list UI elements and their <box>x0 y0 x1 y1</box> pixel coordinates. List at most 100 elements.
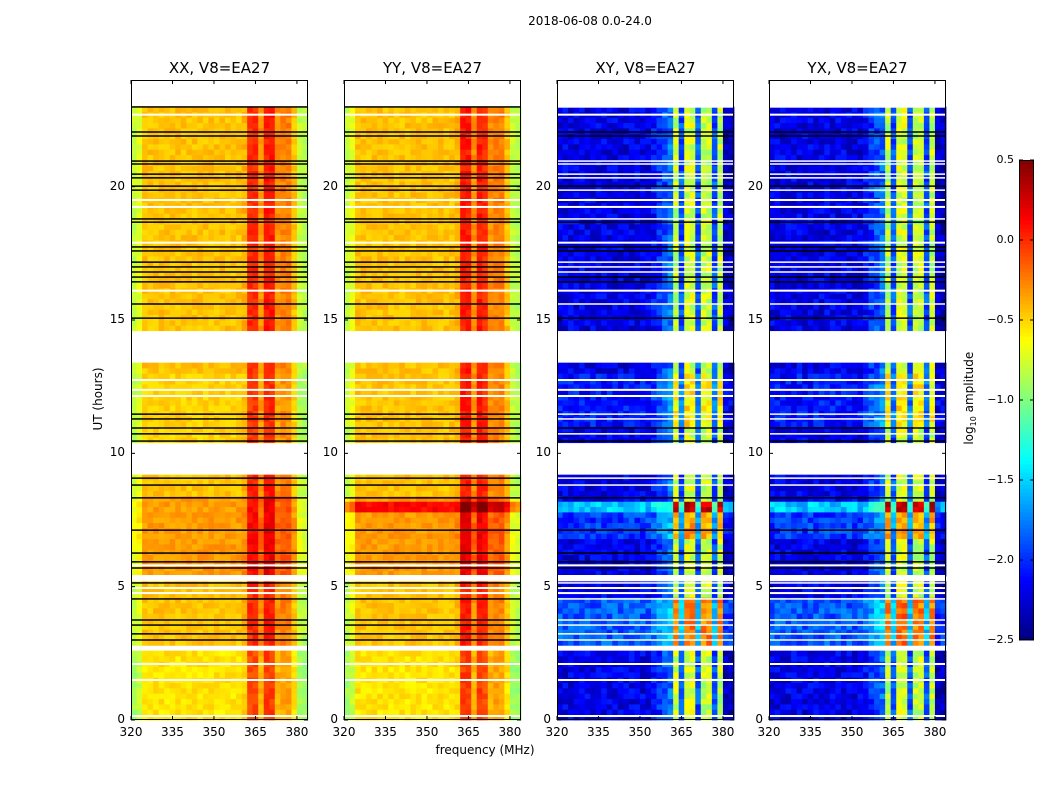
heatmap-cell <box>465 394 472 401</box>
heatmap-cell <box>169 176 176 182</box>
heatmap-cell <box>169 517 176 524</box>
heatmap-cell <box>415 634 422 641</box>
heatmap-cell <box>280 640 287 646</box>
heatmap-cell <box>421 709 428 716</box>
heatmap-cell <box>291 704 298 710</box>
heatmap-cell <box>158 154 165 161</box>
heatmap-cell <box>158 597 165 604</box>
heatmap-cell <box>432 432 439 438</box>
heatmap-cell <box>164 144 171 150</box>
heatmap-cell <box>515 554 522 561</box>
heatmap-cell <box>465 544 472 550</box>
heatmap-cell <box>258 538 265 545</box>
heatmap-cell <box>191 714 198 721</box>
heatmap-cell <box>296 496 303 502</box>
heatmap-cell <box>438 682 444 689</box>
heatmap-cell <box>197 384 204 390</box>
heatmap-cell <box>230 229 237 236</box>
heatmap-cell <box>399 496 406 502</box>
heatmap-cell <box>443 544 450 550</box>
heatmap-cell <box>263 250 270 257</box>
heatmap-cell <box>252 293 259 300</box>
heatmap-cell <box>349 394 356 401</box>
heatmap-cell <box>247 506 254 513</box>
heatmap-cell <box>399 544 406 550</box>
heatmap-cell <box>344 602 350 609</box>
heatmap-cell <box>471 656 478 662</box>
heatmap-cell <box>355 538 361 545</box>
heatmap-cell <box>421 602 428 609</box>
heatmap-cell <box>191 512 198 518</box>
heatmap-cell <box>208 602 215 609</box>
heatmap-cell <box>366 650 373 657</box>
heatmap-cell <box>493 480 500 486</box>
heatmap-cell <box>164 656 171 662</box>
heatmap-cell <box>285 634 292 641</box>
heatmap-cell <box>208 538 215 545</box>
heatmap-cell <box>247 549 254 556</box>
heatmap-cell <box>202 496 209 502</box>
heatmap-cell <box>366 405 373 412</box>
heatmap-cell <box>263 693 270 700</box>
heatmap-cell <box>225 549 231 556</box>
heatmap-cell <box>213 432 220 438</box>
heatmap-cell <box>274 538 281 545</box>
heatmap-cell <box>371 592 378 598</box>
heatmap-cell <box>302 693 309 700</box>
heatmap-cell <box>476 698 483 705</box>
heatmap-cell <box>142 277 148 284</box>
heatmap-cell <box>169 656 176 662</box>
heatmap-cell <box>225 277 231 284</box>
heatmap-cell <box>482 480 489 486</box>
heatmap-cell <box>225 512 231 518</box>
heatmap-cell <box>349 714 356 721</box>
heatmap-cell <box>426 698 433 705</box>
heatmap-cell <box>302 368 309 374</box>
heatmap-cell <box>415 682 422 689</box>
heatmap-cell <box>247 256 254 262</box>
heatmap-cell <box>175 693 182 700</box>
heatmap-cell <box>136 117 143 124</box>
heatmap-cell <box>404 581 411 588</box>
heatmap-cell <box>269 384 276 390</box>
heatmap-cell <box>274 496 281 502</box>
heatmap-cell <box>438 634 444 641</box>
heatmap-cell <box>147 282 154 289</box>
heatmap-cell <box>175 538 182 545</box>
heatmap-cell <box>252 405 259 412</box>
heatmap-cell <box>476 682 483 689</box>
heatmap-cell <box>197 277 204 284</box>
heatmap-cell <box>377 437 384 444</box>
heatmap-cell <box>230 624 237 630</box>
heatmap-cell <box>158 373 165 380</box>
heatmap-cell <box>213 181 220 188</box>
heatmap-cell <box>280 234 287 241</box>
heatmap-cell <box>136 309 143 316</box>
heatmap-cell <box>169 426 176 433</box>
heatmap-cell <box>432 618 439 625</box>
heatmap-cell <box>153 384 160 390</box>
heatmap-cell <box>460 597 467 604</box>
heatmap-cell <box>197 581 204 588</box>
heatmap-cell <box>371 672 378 678</box>
heatmap-cell <box>241 672 248 678</box>
heatmap-cell <box>349 506 356 513</box>
heatmap-cell <box>142 250 148 257</box>
heatmap-cell <box>252 682 259 689</box>
heatmap-cell <box>421 538 428 545</box>
heatmap-cell <box>388 608 395 614</box>
heatmap-cell <box>388 672 395 678</box>
heatmap-cell <box>296 704 303 710</box>
heatmap-cell <box>296 602 303 609</box>
heatmap-cell <box>393 618 400 625</box>
heatmap-cell <box>449 608 456 614</box>
heatmap-cell <box>471 560 478 566</box>
heatmap-cell <box>302 602 309 609</box>
heatmap-cell <box>191 208 198 214</box>
heatmap-cell <box>291 229 298 236</box>
heatmap-cell <box>208 256 215 262</box>
heatmap-cell <box>258 293 265 300</box>
heatmap-cell <box>465 618 472 625</box>
heatmap-cell <box>285 501 292 508</box>
heatmap-cell <box>404 624 411 630</box>
